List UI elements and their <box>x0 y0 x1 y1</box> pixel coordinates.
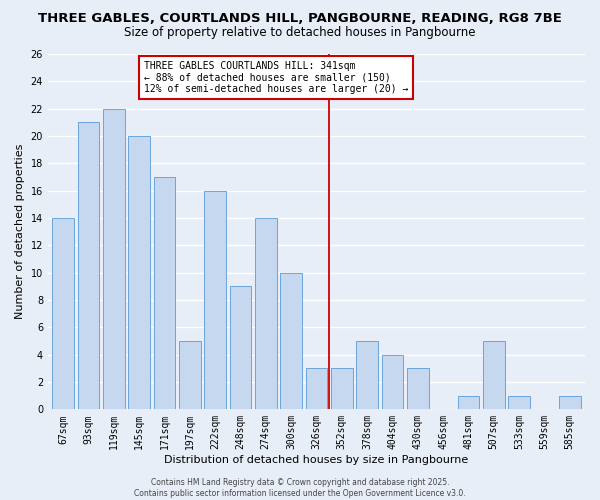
Bar <box>280 272 302 409</box>
Text: THREE GABLES COURTLANDS HILL: 341sqm
← 88% of detached houses are smaller (150)
: THREE GABLES COURTLANDS HILL: 341sqm ← 8… <box>144 61 409 94</box>
Y-axis label: Number of detached properties: Number of detached properties <box>15 144 25 320</box>
Text: Size of property relative to detached houses in Pangbourne: Size of property relative to detached ho… <box>124 26 476 39</box>
Bar <box>407 368 428 410</box>
Bar <box>508 396 530 409</box>
Bar <box>382 354 403 410</box>
Bar <box>305 368 327 410</box>
Bar <box>255 218 277 410</box>
Bar <box>179 341 200 409</box>
Bar <box>559 396 581 409</box>
Bar <box>458 396 479 409</box>
Text: Contains HM Land Registry data © Crown copyright and database right 2025.
Contai: Contains HM Land Registry data © Crown c… <box>134 478 466 498</box>
Bar <box>483 341 505 409</box>
Bar <box>356 341 378 409</box>
Bar <box>128 136 150 409</box>
X-axis label: Distribution of detached houses by size in Pangbourne: Distribution of detached houses by size … <box>164 455 469 465</box>
Text: THREE GABLES, COURTLANDS HILL, PANGBOURNE, READING, RG8 7BE: THREE GABLES, COURTLANDS HILL, PANGBOURN… <box>38 12 562 26</box>
Bar <box>52 218 74 410</box>
Bar <box>331 368 353 410</box>
Bar <box>205 190 226 410</box>
Bar <box>230 286 251 410</box>
Bar <box>154 177 175 410</box>
Bar <box>103 108 125 410</box>
Bar <box>77 122 99 410</box>
